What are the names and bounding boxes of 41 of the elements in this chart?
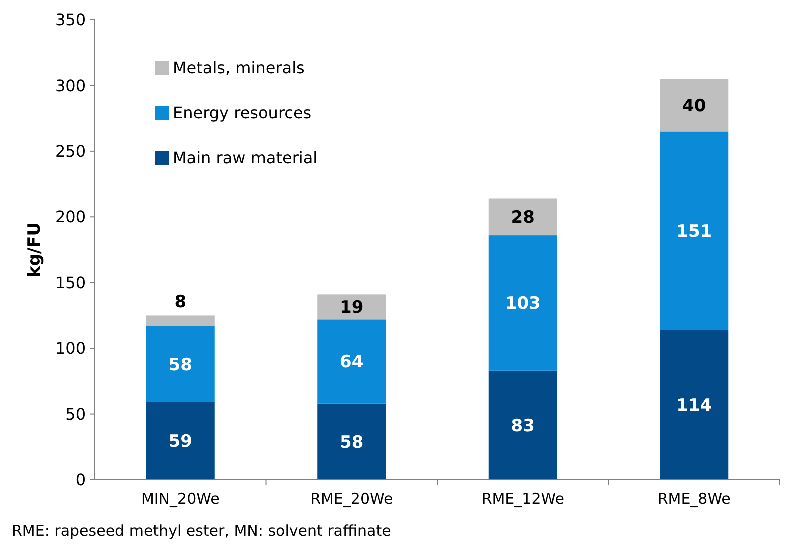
bar: [146, 402, 215, 480]
data-label: 40: [682, 96, 706, 116]
y-tick-label: 150: [55, 273, 86, 292]
y-tick-label: 350: [55, 10, 86, 30]
data-label: 58: [168, 355, 192, 376]
text: RME: rapeseed methyl ester, MN: solvent raffinate: [12, 522, 392, 540]
bar: [660, 132, 729, 330]
bar: [488, 198, 558, 236]
data-label: 114: [676, 396, 712, 416]
y-tick-label: 300: [55, 76, 86, 96]
y-tick-label: 0: [76, 470, 86, 490]
bar: [488, 236, 558, 371]
data-label: 28: [511, 208, 535, 228]
y-axis-title: kg/FU: [25, 222, 45, 278]
legend-label: Energy resources: [173, 104, 312, 123]
data-label: 8: [174, 292, 187, 313]
bar: [660, 330, 729, 480]
bar: [146, 326, 215, 402]
x-tick-label: RME_8We: [658, 490, 731, 508]
legend-label: Metals, minerals: [173, 58, 305, 78]
data-label: 58: [340, 432, 364, 453]
y-tick-label: 100: [55, 339, 86, 358]
data-label: 83: [511, 416, 535, 436]
data-label: 19: [340, 298, 364, 318]
bar: [318, 320, 386, 404]
x-tick-label: MIN_20We: [141, 490, 220, 508]
data-label: 59: [168, 432, 192, 452]
y-tick-label: 250: [55, 142, 86, 162]
data-label: 64: [340, 352, 364, 373]
x-tick-label: RME_20We: [310, 490, 394, 508]
bar: [318, 294, 386, 320]
y-tick-label: 200: [55, 208, 86, 227]
bar: [488, 370, 558, 480]
bar: [660, 79, 729, 132]
bar: [146, 316, 215, 326]
x-tick-label: RME_12We: [482, 490, 564, 508]
y-tick-label: 50: [66, 404, 86, 424]
bar: [318, 404, 386, 480]
data-label: 151: [676, 222, 712, 242]
data-label: 103: [505, 294, 541, 314]
legend-label: Main raw material: [173, 148, 318, 168]
